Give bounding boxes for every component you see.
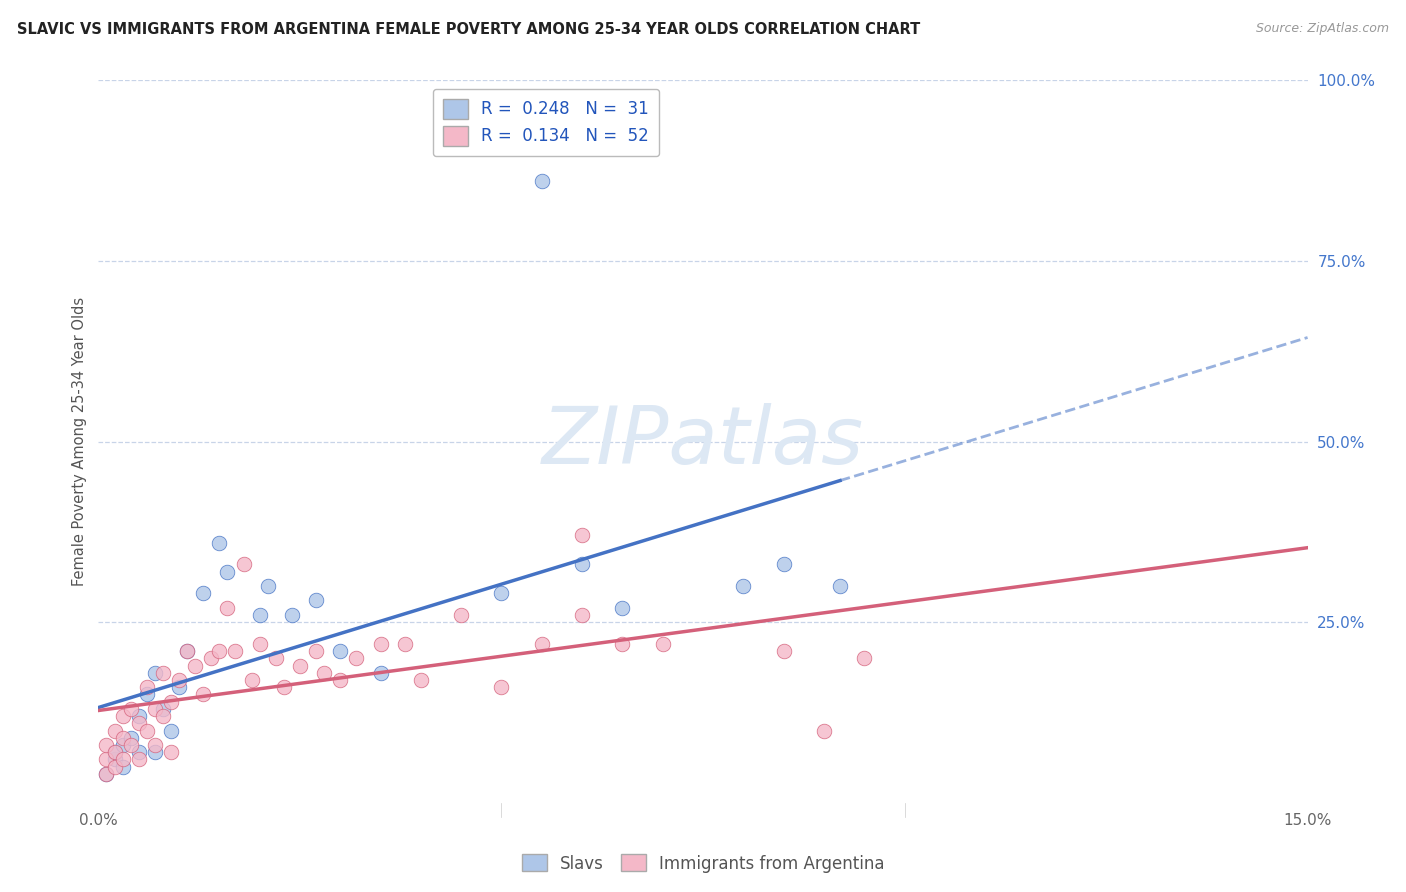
Point — [135, 723, 157, 738]
Point — [273, 680, 295, 694]
Point — [853, 651, 876, 665]
Point — [111, 738, 134, 752]
Point — [103, 723, 125, 738]
Point — [612, 600, 634, 615]
Point — [135, 680, 157, 694]
Point — [281, 607, 304, 622]
Point — [208, 535, 231, 549]
Point — [103, 760, 125, 774]
Point — [193, 687, 215, 701]
Point — [249, 637, 271, 651]
Point — [111, 752, 134, 766]
Point — [305, 593, 328, 607]
Point — [176, 644, 198, 658]
Point — [128, 716, 150, 731]
Point — [256, 579, 278, 593]
Point — [120, 738, 142, 752]
Point — [193, 586, 215, 600]
Point — [772, 558, 794, 572]
Point — [240, 673, 263, 687]
Point — [314, 665, 336, 680]
Point — [96, 752, 118, 766]
Point — [143, 745, 166, 759]
Point — [217, 565, 239, 579]
Point — [208, 644, 231, 658]
Point — [160, 723, 183, 738]
Point — [612, 637, 634, 651]
Point — [288, 658, 311, 673]
Text: ZIPatlas: ZIPatlas — [541, 402, 865, 481]
Text: Source: ZipAtlas.com: Source: ZipAtlas.com — [1256, 22, 1389, 36]
Point — [160, 745, 183, 759]
Point — [103, 745, 125, 759]
Point — [394, 637, 416, 651]
Point — [184, 658, 207, 673]
Point — [111, 760, 134, 774]
Text: SLAVIC VS IMMIGRANTS FROM ARGENTINA FEMALE POVERTY AMONG 25-34 YEAR OLDS CORRELA: SLAVIC VS IMMIGRANTS FROM ARGENTINA FEMA… — [17, 22, 920, 37]
Point — [152, 709, 174, 723]
Point — [111, 709, 134, 723]
Point — [571, 528, 593, 542]
Point — [135, 687, 157, 701]
Point — [409, 673, 432, 687]
Point — [813, 723, 835, 738]
Point — [491, 586, 513, 600]
Point — [370, 637, 392, 651]
Point — [329, 644, 352, 658]
Point — [96, 767, 118, 781]
Point — [200, 651, 222, 665]
Point — [249, 607, 271, 622]
Point — [143, 702, 166, 716]
Legend: Slavs, Immigrants from Argentina: Slavs, Immigrants from Argentina — [515, 847, 891, 880]
Point — [111, 731, 134, 745]
Point — [217, 600, 239, 615]
Point — [450, 607, 472, 622]
Point — [128, 752, 150, 766]
Point — [160, 695, 183, 709]
Point — [828, 579, 851, 593]
Point — [224, 644, 246, 658]
Point — [530, 637, 553, 651]
Point — [370, 665, 392, 680]
Point — [305, 644, 328, 658]
Point — [103, 745, 125, 759]
Point — [128, 709, 150, 723]
Point — [152, 702, 174, 716]
Point — [143, 665, 166, 680]
Point — [264, 651, 287, 665]
Point — [344, 651, 367, 665]
Point — [96, 738, 118, 752]
Point — [128, 745, 150, 759]
Point — [772, 644, 794, 658]
Point — [167, 673, 190, 687]
Point — [96, 767, 118, 781]
Point — [491, 680, 513, 694]
Point — [152, 665, 174, 680]
Point — [651, 637, 673, 651]
Point — [176, 644, 198, 658]
Point — [571, 607, 593, 622]
Point — [103, 752, 125, 766]
Point — [120, 731, 142, 745]
Point — [329, 673, 352, 687]
Y-axis label: Female Poverty Among 25-34 Year Olds: Female Poverty Among 25-34 Year Olds — [72, 297, 87, 586]
Legend: R =  0.248   N =  31, R =  0.134   N =  52: R = 0.248 N = 31, R = 0.134 N = 52 — [433, 88, 659, 156]
Point — [733, 579, 755, 593]
Point — [232, 558, 254, 572]
Point — [530, 174, 553, 188]
Point — [120, 702, 142, 716]
Point — [571, 558, 593, 572]
Point — [143, 738, 166, 752]
Point — [167, 680, 190, 694]
